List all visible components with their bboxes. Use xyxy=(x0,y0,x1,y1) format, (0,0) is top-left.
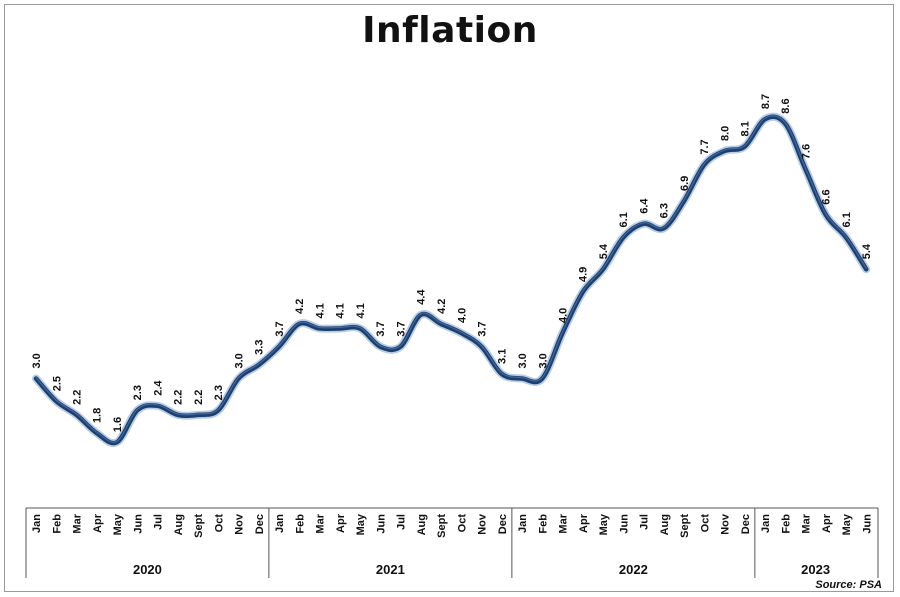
data-label: 5.4 xyxy=(598,243,610,259)
x-tick-label: Sept xyxy=(436,514,448,538)
series-line xyxy=(33,114,869,446)
x-tick-label: Aug xyxy=(173,514,185,535)
data-label: 3.7 xyxy=(274,321,286,336)
data-label: 3.0 xyxy=(517,353,529,368)
data-label: 6.6 xyxy=(821,189,833,204)
data-label: 4.1 xyxy=(335,303,347,318)
source-note: Source: PSA xyxy=(815,579,882,591)
data-label: 3.7 xyxy=(396,321,408,336)
x-tick-label: Oct xyxy=(213,514,225,533)
data-label: 1.6 xyxy=(112,417,124,432)
x-tick-label: Sept xyxy=(679,514,691,538)
series-line-highlight xyxy=(35,115,867,443)
data-label: 4.0 xyxy=(558,308,570,323)
x-tick-label: Mar xyxy=(72,513,84,533)
x-tick-label: Nov xyxy=(477,513,489,535)
data-label: 3.7 xyxy=(477,321,489,336)
data-label: 6.3 xyxy=(659,203,671,218)
data-label: 4.0 xyxy=(456,308,468,323)
year-label: 2022 xyxy=(619,562,648,577)
x-tick-label: Dec xyxy=(497,514,509,534)
data-label: 6.4 xyxy=(639,198,651,214)
data-label: 4.9 xyxy=(578,267,590,282)
x-tick-label: Apr xyxy=(821,513,833,533)
data-label: 3.1 xyxy=(497,349,509,364)
x-tick-label: Nov xyxy=(234,513,246,535)
data-label: 2.2 xyxy=(173,390,185,405)
x-tick-label: Jul xyxy=(639,514,651,530)
x-tick-label: Nov xyxy=(720,513,732,535)
data-label: 4.1 xyxy=(355,303,367,318)
x-tick-label: Aug xyxy=(416,514,428,535)
x-tick-label: May xyxy=(841,513,853,535)
x-tick-label: Dec xyxy=(740,514,752,534)
data-label: 4.4 xyxy=(416,289,428,305)
x-tick-label: May xyxy=(598,513,610,535)
data-label: 2.3 xyxy=(213,385,225,400)
data-label: 2.2 xyxy=(193,390,205,405)
x-tick-label: Jan xyxy=(31,514,43,533)
x-tick-label: Sept xyxy=(193,514,205,538)
data-label: 2.3 xyxy=(132,385,144,400)
data-label: 3.0 xyxy=(234,353,246,368)
data-label: 7.6 xyxy=(801,144,813,159)
x-tick-label: Mar xyxy=(801,513,813,533)
data-label: 4.1 xyxy=(315,303,327,318)
year-label: 2023 xyxy=(801,562,830,577)
x-tick-label: Apr xyxy=(335,513,347,533)
data-label: 2.5 xyxy=(51,376,63,391)
data-label: 7.7 xyxy=(699,139,711,154)
data-label: 6.1 xyxy=(618,212,630,227)
data-label: 2.2 xyxy=(72,390,84,405)
x-tick-label: Aug xyxy=(659,514,671,535)
x-tick-label: Mar xyxy=(558,513,570,533)
x-tick-label: Apr xyxy=(92,513,104,533)
data-label: 8.7 xyxy=(760,94,772,109)
data-label: 8.6 xyxy=(780,98,792,113)
x-tick-label: Feb xyxy=(294,514,306,534)
data-label: 4.2 xyxy=(294,299,306,314)
x-tick-label: Apr xyxy=(578,513,590,533)
x-tick-label: Jun xyxy=(861,514,873,534)
x-tick-label: May xyxy=(355,513,367,535)
x-tick-label: Feb xyxy=(780,514,792,534)
x-tick-label: Jun xyxy=(375,514,387,534)
x-tick-label: Mar xyxy=(315,513,327,533)
x-tick-label: Jul xyxy=(396,514,408,530)
year-label: 2021 xyxy=(376,562,405,577)
data-label: 2.4 xyxy=(153,380,165,396)
data-label: 5.4 xyxy=(861,243,873,259)
x-tick-label: Jun xyxy=(132,514,144,534)
year-label: 2020 xyxy=(133,562,162,577)
x-tick-label: Dec xyxy=(254,514,266,534)
x-tick-label: Jan xyxy=(274,514,286,533)
x-tick-label: May xyxy=(112,513,124,535)
x-tick-label: Feb xyxy=(51,514,63,534)
x-tick-label: Jul xyxy=(153,514,165,530)
x-tick-label: Jun xyxy=(618,514,630,534)
chart-frame xyxy=(4,4,894,592)
x-tick-label: Oct xyxy=(699,514,711,533)
data-label: 3.3 xyxy=(254,340,266,355)
x-tick-label: Oct xyxy=(456,514,468,533)
data-label: 3.7 xyxy=(375,321,387,336)
data-label: 3.0 xyxy=(31,353,43,368)
chart-title: Inflation xyxy=(362,10,538,51)
data-label: 6.1 xyxy=(841,212,853,227)
x-tick-label: Jan xyxy=(760,514,772,533)
data-label: 6.9 xyxy=(679,176,691,191)
data-label: 3.0 xyxy=(537,353,549,368)
data-label: 4.2 xyxy=(436,299,448,314)
data-label: 1.8 xyxy=(92,408,104,423)
data-label: 8.1 xyxy=(740,121,752,136)
x-tick-label: Feb xyxy=(537,514,549,534)
x-tick-label: Jan xyxy=(517,514,529,533)
data-label: 8.0 xyxy=(720,126,732,141)
